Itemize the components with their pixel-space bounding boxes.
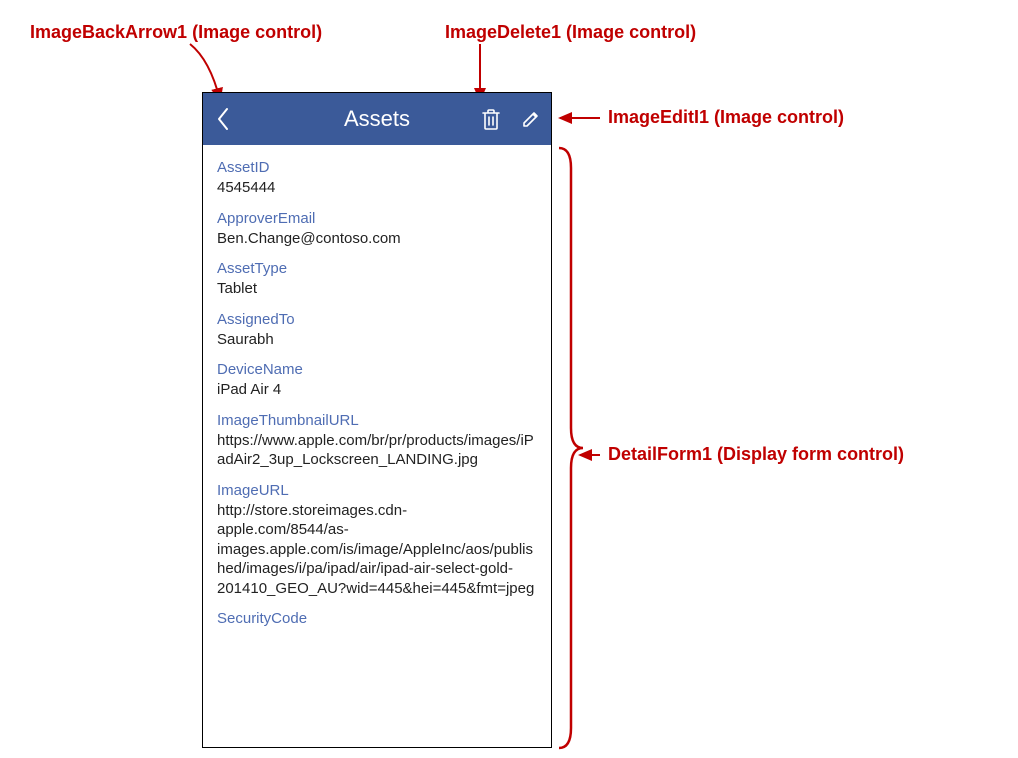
field-row: DeviceName iPad Air 4: [217, 355, 537, 406]
field-value: https://www.apple.com/br/pr/products/ima…: [217, 431, 537, 470]
field-label: ApproverEmail: [217, 210, 537, 227]
field-label: AssetType: [217, 260, 537, 277]
field-label: AssignedTo: [217, 311, 537, 328]
field-value: Ben.Change@contoso.com: [217, 229, 537, 249]
field-row: AssetType Tablet: [217, 254, 537, 305]
field-value: Tablet: [217, 279, 537, 299]
field-row: ApproverEmail Ben.Change@contoso.com: [217, 204, 537, 255]
field-row: AssignedTo Saurabh: [217, 305, 537, 356]
phone-screen: Assets AssetID 4545444 ApproverEmail Ben.Ch…: [202, 92, 552, 748]
field-row: AssetID 4545444: [217, 153, 537, 204]
field-value: iPad Air 4: [217, 380, 537, 400]
field-label: DeviceName: [217, 361, 537, 378]
chevron-left-icon: [216, 107, 230, 131]
field-row: SecurityCode: [217, 604, 537, 635]
field-value: http://store.storeimages.cdn-apple.com/8…: [217, 501, 537, 599]
field-label: ImageThumbnailURL: [217, 412, 537, 429]
pencil-icon: [521, 109, 541, 129]
field-row: ImageThumbnailURL https://www.apple.com/b…: [217, 406, 537, 476]
app-header: Assets: [203, 93, 551, 145]
field-label: SecurityCode: [217, 610, 537, 627]
annotation-edit: ImageEditI1 (Image control): [608, 107, 844, 128]
field-value: 4545444: [217, 178, 537, 198]
delete-button[interactable]: [471, 108, 511, 130]
detail-form: AssetID 4545444 ApproverEmail Ben.Change@co…: [203, 145, 551, 635]
back-button[interactable]: [203, 107, 243, 131]
detail-form-brace: [557, 148, 587, 748]
field-value: Saurabh: [217, 330, 537, 350]
trash-icon: [481, 108, 501, 130]
annotation-detail-form: DetailForm1 (Display form control): [608, 444, 904, 465]
field-row: ImageURL http://store.storeimages.cdn-app…: [217, 476, 537, 605]
field-label: ImageURL: [217, 482, 537, 499]
edit-button[interactable]: [511, 109, 551, 129]
field-label: AssetID: [217, 159, 537, 176]
